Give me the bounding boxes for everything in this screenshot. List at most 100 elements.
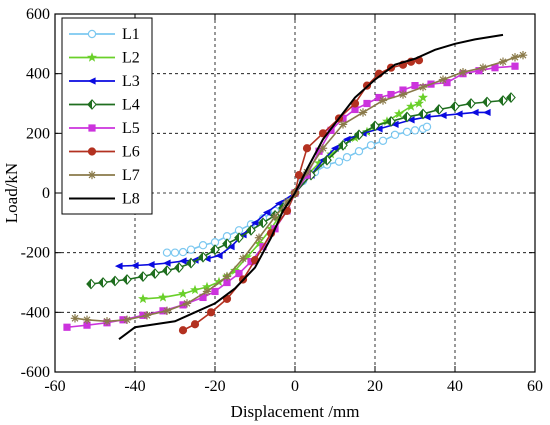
data-point bbox=[482, 96, 492, 108]
data-point bbox=[142, 311, 152, 320]
data-point bbox=[342, 152, 352, 162]
legend-label: L6 bbox=[122, 144, 140, 161]
x-tick-label: 20 bbox=[367, 378, 383, 395]
data-point bbox=[70, 314, 80, 323]
y-tick-label: -600 bbox=[21, 364, 50, 381]
data-point bbox=[363, 99, 371, 108]
data-point bbox=[162, 248, 172, 257]
data-point bbox=[390, 130, 400, 140]
legend-marker bbox=[87, 170, 97, 180]
legend-item-l4: L4 bbox=[69, 97, 140, 114]
data-point bbox=[63, 323, 71, 331]
data-point bbox=[146, 261, 155, 269]
y-tick-label: 200 bbox=[26, 125, 50, 142]
data-point bbox=[122, 274, 132, 285]
data-point bbox=[378, 96, 388, 105]
axis-ticks bbox=[54, 13, 536, 373]
data-point bbox=[370, 120, 380, 132]
series-line-l4 bbox=[90, 96, 512, 285]
data-point bbox=[338, 120, 348, 129]
data-point bbox=[398, 90, 408, 99]
data-point bbox=[438, 111, 447, 120]
data-point bbox=[358, 108, 368, 117]
data-point bbox=[458, 67, 468, 77]
data-point bbox=[150, 268, 160, 279]
legend-marker bbox=[87, 52, 97, 62]
data-point bbox=[190, 320, 200, 329]
data-point bbox=[294, 171, 304, 180]
y-axis-title: Load/kN bbox=[2, 163, 21, 223]
data-point bbox=[506, 92, 516, 103]
data-point bbox=[422, 113, 431, 121]
data-point bbox=[270, 212, 280, 222]
data-point bbox=[258, 217, 268, 229]
x-tick-label: -60 bbox=[44, 378, 65, 395]
data-point bbox=[130, 261, 139, 270]
data-point bbox=[199, 293, 207, 302]
data-point bbox=[418, 92, 428, 102]
data-point bbox=[402, 111, 412, 123]
data-point bbox=[510, 53, 520, 62]
data-point bbox=[518, 50, 528, 60]
data-point bbox=[378, 136, 388, 145]
data-point bbox=[86, 278, 96, 290]
series-layer bbox=[63, 33, 528, 340]
data-point bbox=[214, 252, 223, 260]
legend-item-l3: L3 bbox=[69, 73, 140, 90]
data-point bbox=[375, 93, 383, 102]
x-axis-title: Displacement /mm bbox=[231, 402, 360, 421]
data-point bbox=[198, 251, 208, 263]
data-point bbox=[158, 292, 168, 302]
data-point bbox=[262, 208, 271, 216]
x-tick-label: -20 bbox=[204, 378, 225, 395]
data-point bbox=[98, 277, 108, 288]
y-tick-label: -200 bbox=[21, 245, 50, 262]
data-point bbox=[351, 105, 359, 114]
data-point bbox=[202, 281, 212, 292]
data-point bbox=[470, 108, 479, 117]
legend-item-l2: L2 bbox=[69, 50, 140, 67]
data-point bbox=[114, 262, 123, 270]
data-point bbox=[222, 272, 232, 281]
y-tick-label: -400 bbox=[21, 304, 50, 321]
x-tick-label: 40 bbox=[447, 378, 463, 395]
data-point bbox=[282, 197, 292, 207]
data-point bbox=[210, 244, 220, 256]
data-point bbox=[254, 238, 264, 248]
legend-item-l1: L1 bbox=[69, 26, 140, 43]
data-point bbox=[438, 75, 448, 84]
data-point bbox=[498, 57, 508, 66]
data-point bbox=[250, 219, 259, 227]
data-point bbox=[138, 293, 148, 304]
data-point bbox=[235, 269, 243, 278]
data-point bbox=[190, 256, 199, 264]
data-point bbox=[498, 95, 508, 106]
data-point bbox=[178, 326, 188, 335]
data-point bbox=[386, 115, 396, 127]
x-tick-label: 60 bbox=[527, 378, 543, 395]
legend-marker bbox=[88, 124, 96, 132]
data-point bbox=[454, 110, 463, 118]
x-tick-label: -40 bbox=[124, 378, 145, 395]
data-point bbox=[162, 265, 172, 276]
legend-label: L4 bbox=[122, 97, 140, 114]
legend-box bbox=[61, 17, 153, 215]
data-point bbox=[230, 265, 240, 275]
data-point bbox=[410, 126, 420, 135]
data-point bbox=[478, 63, 488, 72]
data-point bbox=[222, 238, 232, 250]
data-point bbox=[186, 257, 196, 269]
legend: L1 L2 L3 L4 L5 L6 L7 L8 bbox=[61, 17, 153, 215]
series-l8 bbox=[118, 33, 504, 340]
data-point bbox=[330, 144, 339, 152]
data-point bbox=[110, 275, 120, 287]
data-point bbox=[182, 299, 192, 308]
legend-marker bbox=[87, 29, 97, 39]
data-point bbox=[466, 98, 476, 109]
legend-item-l7: L7 bbox=[69, 167, 140, 184]
data-point bbox=[406, 101, 416, 111]
legend-marker bbox=[87, 99, 97, 110]
data-point bbox=[234, 232, 244, 244]
data-point bbox=[434, 104, 444, 115]
